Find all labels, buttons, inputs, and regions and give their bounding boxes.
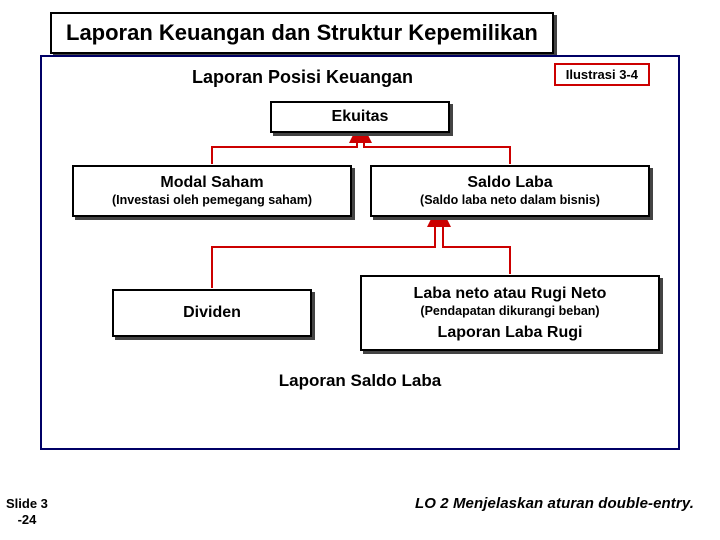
node-saldo-laba: Saldo Laba (Saldo laba neto dalam bisnis…: [370, 165, 650, 217]
node-laba-neto: Laba neto atau Rugi Neto (Pendapatan dik…: [360, 275, 660, 351]
page-title: Laporan Keuangan dan Struktur Kepemilika…: [50, 12, 554, 54]
slide-number-line1: Slide 3: [6, 496, 48, 512]
illustration-badge: Ilustrasi 3-4: [554, 63, 650, 86]
node-ekuitas: Ekuitas: [270, 101, 450, 133]
node-dividen-label: Dividen: [183, 304, 241, 322]
node-modal-sub: (Investasi oleh pemegang saham): [112, 192, 312, 208]
slide-number-line2: -24: [6, 512, 48, 528]
learning-objective: LO 2 Menjelaskan aturan double-entry.: [415, 495, 694, 512]
node-dividen: Dividen: [112, 289, 312, 337]
node-ekuitas-label: Ekuitas: [332, 108, 389, 126]
node-modal-title: Modal Saham: [160, 173, 263, 192]
diagram-frame: Laporan Posisi Keuangan Ilustrasi 3-4 Ek…: [40, 55, 680, 450]
node-saldo-title: Saldo Laba: [467, 173, 552, 192]
node-laba-sub: (Pendapatan dikurangi beban): [420, 303, 599, 319]
slide-number: Slide 3 -24: [6, 496, 48, 529]
node-modal-saham: Modal Saham (Investasi oleh pemegang sah…: [72, 165, 352, 217]
node-saldo-sub: (Saldo laba neto dalam bisnis): [420, 192, 600, 208]
statement-laba-rugi: Laporan Laba Rugi: [438, 324, 583, 342]
diagram-subtitle: Laporan Posisi Keuangan: [192, 67, 413, 88]
statement-saldo-laba: Laporan Saldo Laba: [42, 371, 678, 391]
node-laba-title: Laba neto atau Rugi Neto: [414, 284, 607, 303]
